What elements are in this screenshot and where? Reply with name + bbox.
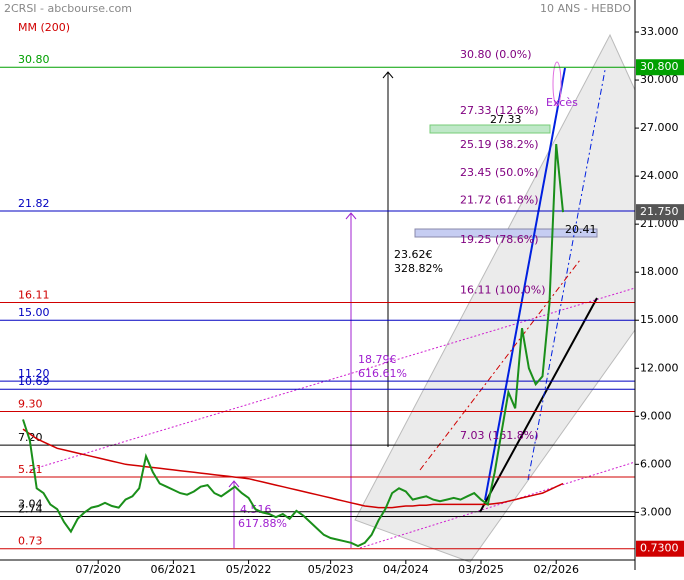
- series-line: [22, 428, 564, 509]
- y-tick-label: 6.000: [640, 457, 672, 470]
- chart-subtitle: 10 ANS - HEBDO: [540, 2, 631, 15]
- chart-title: 2CRSI - abcbourse.com: [4, 2, 132, 15]
- zone-green: [429, 124, 551, 134]
- y-tick-label: 15.000: [640, 313, 679, 326]
- level-label: 10.69: [18, 375, 50, 388]
- annotation: 27.33: [490, 113, 522, 126]
- price-tag-label: 21.750: [640, 205, 679, 218]
- x-tick-label: 05/2023: [308, 563, 354, 576]
- level-label: 3.04: [18, 498, 43, 511]
- x-tick-label: 06/2021: [151, 563, 197, 576]
- arrowhead: [382, 71, 394, 79]
- annotation: 617.88%: [238, 517, 287, 530]
- price-tag: [636, 204, 684, 221]
- arrowhead: [345, 212, 357, 220]
- y-tick-label: 12.000: [640, 361, 679, 374]
- level-label: 9.30: [18, 397, 43, 410]
- trend-line: [359, 461, 636, 549]
- y-tick-label: 30.000: [640, 73, 679, 86]
- y-tick-label: 9.000: [640, 409, 672, 422]
- zone-blue: [414, 228, 598, 238]
- y-tick-label: 33.000: [640, 25, 679, 38]
- annotation: 328.82%: [394, 262, 443, 275]
- fib-label: 7.03 (161.8%): [460, 429, 539, 442]
- fib-label: 21.72 (61.8%): [460, 194, 539, 207]
- legend-entry: MM (200): [18, 21, 70, 34]
- level-label: 5.21: [18, 463, 43, 476]
- y-tick-label: 24.000: [640, 169, 679, 182]
- y-tick-label: 21.000: [640, 217, 679, 230]
- excess-mark: [552, 61, 562, 107]
- fib-label: 16.11 (100.0%): [460, 283, 546, 296]
- level-label: 30.80: [18, 53, 50, 66]
- annotation: 20.41: [565, 223, 597, 236]
- price-tag: [636, 540, 684, 557]
- level-label: 21.82: [18, 197, 50, 210]
- arrowhead: [228, 480, 240, 488]
- trend-line: [29, 287, 636, 471]
- level-label: 0.73: [18, 535, 43, 548]
- fib-label: 30.80 (0.0%): [460, 48, 532, 61]
- trend-line: [479, 297, 598, 513]
- annotation: Excès: [546, 96, 578, 109]
- level-label: 7.20: [18, 431, 43, 444]
- annotation: 23.62€: [394, 248, 433, 261]
- x-tick-label: 07/2020: [75, 563, 121, 576]
- x-tick-label: 05/2022: [226, 563, 272, 576]
- x-tick-label: 03/2025: [458, 563, 504, 576]
- series-line: [22, 144, 564, 548]
- annotation: 616.61%: [358, 367, 407, 380]
- x-tick-label: 02/2026: [533, 563, 579, 576]
- y-tick-label: 27.000: [640, 121, 679, 134]
- level-label: 11.20: [18, 367, 50, 380]
- level-label: 15.00: [18, 306, 50, 319]
- price-tag: [636, 59, 684, 76]
- x-tick-label: 04/2024: [383, 563, 429, 576]
- price-tag-label: 30.800: [640, 60, 679, 73]
- fib-label: 23.45 (50.0%): [460, 166, 539, 179]
- annotation: 18.79€: [358, 353, 397, 366]
- level-label: 2.74: [18, 503, 43, 516]
- fib-label: 27.33 (12.6%): [460, 104, 539, 117]
- fib-label: 25.19 (38.2%): [460, 138, 539, 151]
- fib-label: 19.25 (78.6%): [460, 233, 539, 246]
- y-tick-label: 18.000: [640, 265, 679, 278]
- level-label: 16.11: [18, 288, 50, 301]
- trend-line: [419, 259, 581, 471]
- trend-line: [484, 67, 566, 501]
- price-tag-label: 0.7300: [640, 542, 679, 555]
- y-tick-label: 3.000: [640, 505, 672, 518]
